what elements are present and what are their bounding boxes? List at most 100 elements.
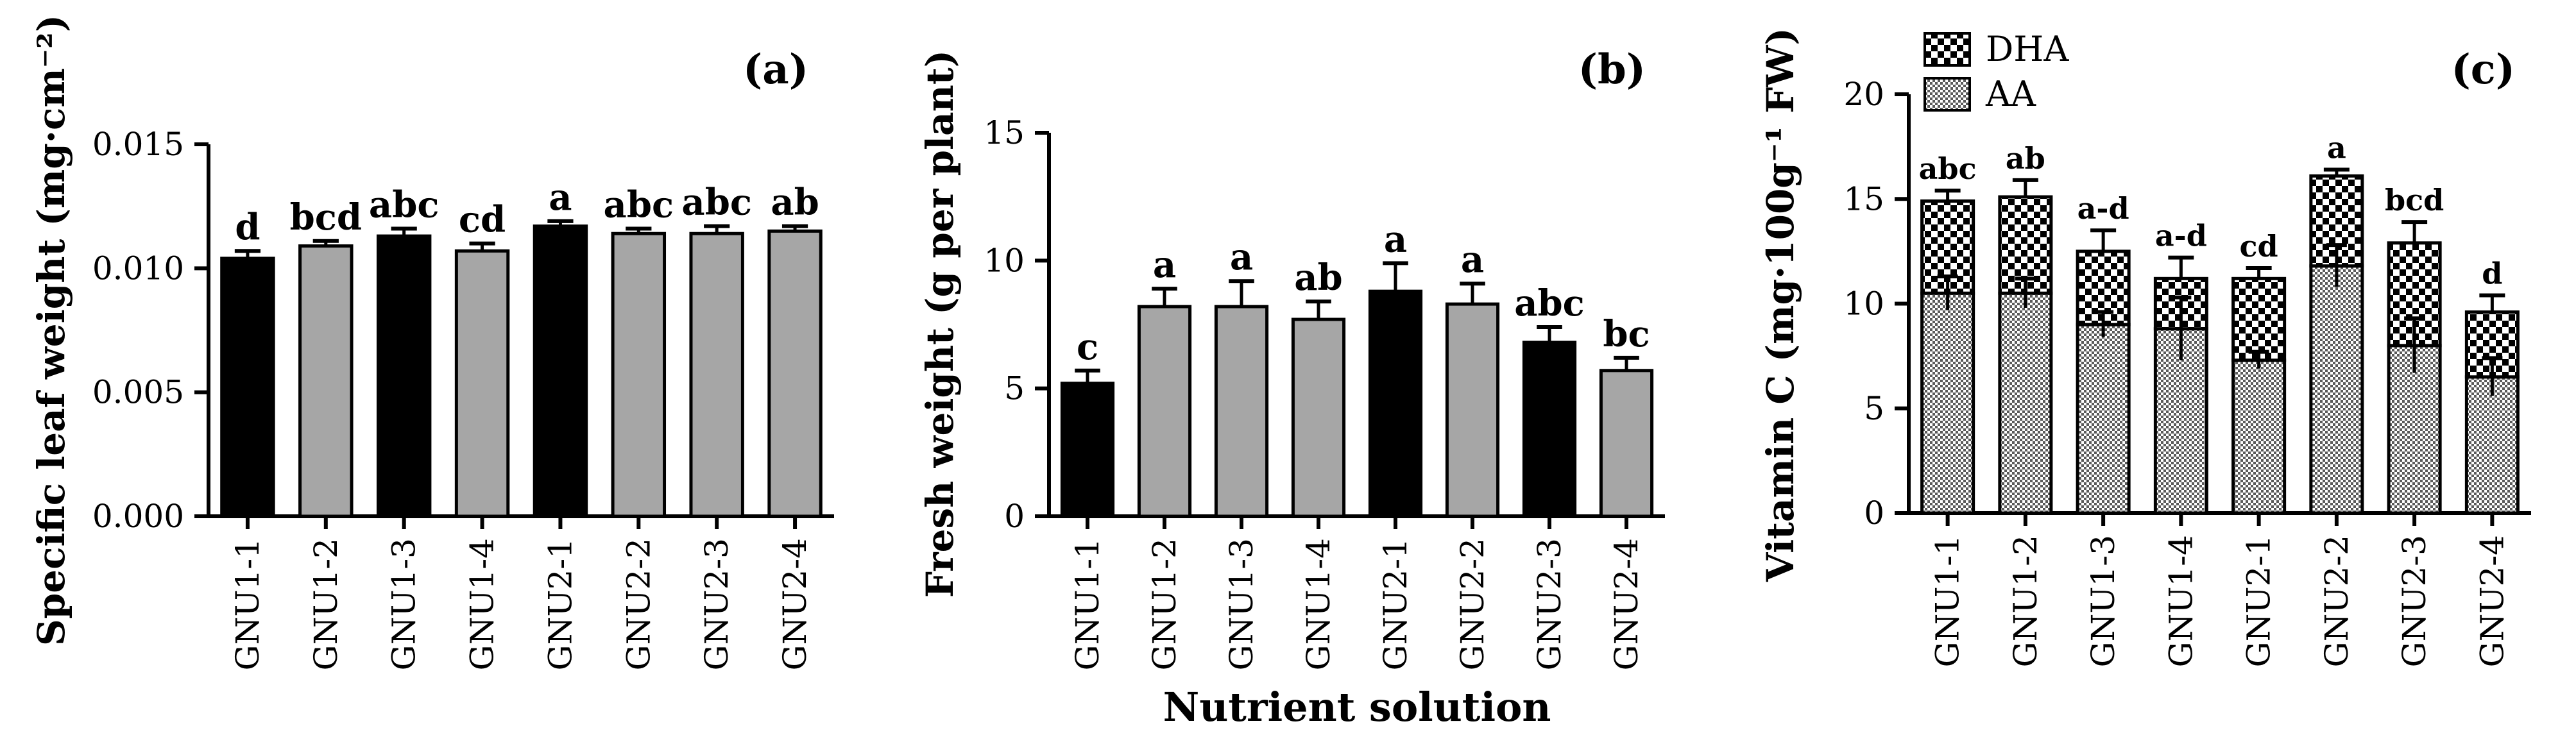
- panel-c-error-bar-dha: [1934, 189, 1961, 201]
- panel-b-x-tick-label: GNU2-1: [1377, 538, 1414, 670]
- panel-b-bar: [1137, 305, 1192, 518]
- panel-a-bar: [533, 224, 588, 518]
- panel-a-y-tick-label: 0.015: [92, 126, 184, 163]
- panel-a-y-axis-label: Specific leaf weight (mg·cm⁻²): [30, 15, 73, 646]
- panel-a-chart: 0.000 0.005 0.010 0.015 Specific leaf weight…: [30, 15, 834, 670]
- panel-b-bar: [1445, 302, 1500, 518]
- panel-c-error-bar-aa: [1937, 274, 1958, 310]
- panel-a-error-bar: [234, 249, 261, 258]
- panel-b-x-tick-label: GNU2-3: [1531, 538, 1568, 670]
- panel-b-x-tick-label: GNU2-4: [1608, 538, 1645, 670]
- panel-c-x-tick-label: GNU2-4: [2473, 535, 2511, 667]
- panel-b-error-bar: [1152, 287, 1177, 307]
- panel-c-x-tick-label: GNU1-2: [2007, 535, 2044, 667]
- panel-c-legend-swatch: [1923, 77, 1971, 112]
- panel-a-x-tick-label: GNU1-1: [229, 538, 266, 670]
- panel-a-bar: [767, 229, 823, 518]
- panel-b-bar: [1291, 317, 1346, 518]
- panel-a-bar: [220, 257, 275, 518]
- panel-a-significance-letter: cd: [459, 199, 506, 241]
- panel-b-label: (b): [1578, 46, 1646, 94]
- panel-c-error-bar-dha: [2246, 266, 2272, 279]
- panel-a-x-tick-label: GNU2-3: [698, 538, 735, 670]
- panel-c-error-bar-dha: [2168, 255, 2194, 279]
- panel-c-error-bar-dha: [2479, 293, 2505, 312]
- panel-c-y-tick-label: 5: [1864, 390, 1884, 427]
- panel-c-error-bar-aa: [2093, 310, 2114, 337]
- panel-c-significance-letter: bcd: [2385, 183, 2444, 217]
- panel-c-error-bar-aa: [2482, 356, 2503, 396]
- panel-a-significance-letter: ab: [771, 181, 819, 224]
- panel-a-y-tick-label: 0.010: [92, 249, 184, 287]
- panel-c-significance-letter: a: [2327, 131, 2346, 165]
- panel-b-x-tick-label: GNU1-1: [1069, 538, 1106, 670]
- panel-a-x-tick-label: GNU1-3: [386, 538, 423, 670]
- panel-c-legend: DHA AA: [1923, 29, 2069, 114]
- panel-a-error-bar: [704, 224, 730, 234]
- panel-b-bar: [1522, 341, 1577, 518]
- panel-b-y-tick-label: 10: [984, 242, 1025, 279]
- panel-c-label: (c): [2451, 46, 2515, 94]
- panel-b-significance-letter: a: [1384, 218, 1407, 260]
- panel-a-label: (a): [743, 46, 808, 94]
- panel-c-bar-aa: [2464, 375, 2520, 515]
- panel-c-significance-letter: d: [2482, 256, 2502, 291]
- panel-b-error-bar: [1229, 279, 1254, 307]
- panel-c-y-tick-label: 0: [1864, 494, 1884, 532]
- panel-c-bar-aa: [2309, 264, 2364, 515]
- panel-a-bar: [689, 232, 744, 518]
- panel-c-legend-label: DHA: [1986, 29, 2069, 69]
- panel-c-y-tick-label: 10: [1843, 285, 1884, 323]
- panel-a-significance-letter: abc: [604, 183, 674, 226]
- panel-c-y-tick-label: 15: [1843, 180, 1884, 217]
- panel-c-bar-dha: [2231, 276, 2287, 362]
- panel-b-x-tick-label: GNU1-3: [1223, 538, 1260, 670]
- panel-a-y-tick-label: 0.000: [92, 498, 184, 535]
- panel-c-x-tick-label: GNU2-2: [2318, 535, 2355, 667]
- panel-c-error-bar-aa: [2171, 295, 2192, 360]
- panel-a-y-tick-label: 0.005: [92, 374, 184, 411]
- panel-a-error-bar: [781, 224, 808, 232]
- panel-c-error-bar-aa: [2404, 316, 2425, 373]
- panel-b-chart: 0 5 10 15 Fresh weight (g per plant) (b) c GNU1…: [918, 46, 1665, 670]
- panel-a-x-tick-label: GNU1-4: [464, 538, 501, 670]
- panel-c-x-tick-label: GNU1-3: [2085, 535, 2122, 667]
- panel-b-bar: [1060, 382, 1115, 518]
- panel-b-significance-letter: a: [1230, 236, 1253, 278]
- panel-c-significance-letter: abc: [1919, 151, 1977, 186]
- shared-x-axis-label: Nutrient solution: [1163, 684, 1551, 730]
- panel-a-bar: [298, 244, 354, 518]
- panel-b-y-axis-label: Fresh weight (g per plant): [918, 50, 962, 598]
- panel-a-error-bar: [547, 219, 574, 226]
- panel-b-significance-letter: c: [1077, 326, 1098, 368]
- panel-b-significance-letter: ab: [1294, 257, 1342, 299]
- panel-c-x-tick-label: GNU1-1: [1929, 535, 1966, 667]
- panel-b-error-bar: [1614, 355, 1639, 371]
- panel-c-error-bar-dha: [2401, 220, 2428, 243]
- panel-a-error-bar: [391, 226, 417, 237]
- panel-b-error-bar: [1306, 300, 1331, 320]
- panel-c-significance-letter: a-d: [2155, 219, 2207, 253]
- panel-c-significance-letter: ab: [2006, 141, 2045, 176]
- panel-b-x-tick-label: GNU1-4: [1300, 538, 1337, 670]
- panel-a-x-tick-label: GNU1-2: [307, 538, 345, 670]
- panel-b-y-tick-label: 15: [984, 114, 1025, 151]
- panel-c-error-bar-aa: [2248, 350, 2269, 369]
- panel-c-chart: 0 5 10 15 20 Vitamin C (mg·100g⁻¹ FW) (c) abc GN…: [1759, 28, 2531, 667]
- panel-b-error-bar: [1075, 368, 1100, 384]
- panel-b-y-tick-label: 0: [1004, 498, 1025, 535]
- panel-c-bar-aa: [2076, 323, 2131, 515]
- panel-c-bar-aa: [2231, 359, 2287, 515]
- panel-a-significance-letter: abc: [369, 183, 439, 226]
- panel-c-error-bar-dha: [2323, 167, 2350, 176]
- panel-c-x-tick-label: GNU1-4: [2162, 535, 2199, 667]
- panel-b-significance-letter: a: [1153, 244, 1176, 286]
- panel-b-significance-letter: a: [1461, 239, 1484, 281]
- panel-c-y-tick-label: 20: [1843, 76, 1884, 113]
- panel-b-bar: [1214, 305, 1269, 518]
- panel-a-significance-letter: bcd: [290, 196, 362, 239]
- panel-a-significance-letter: abc: [681, 181, 752, 224]
- panel-c-y-axis-label: Vitamin C (mg·100g⁻¹ FW): [1759, 28, 1802, 582]
- panel-a-bar: [376, 234, 432, 518]
